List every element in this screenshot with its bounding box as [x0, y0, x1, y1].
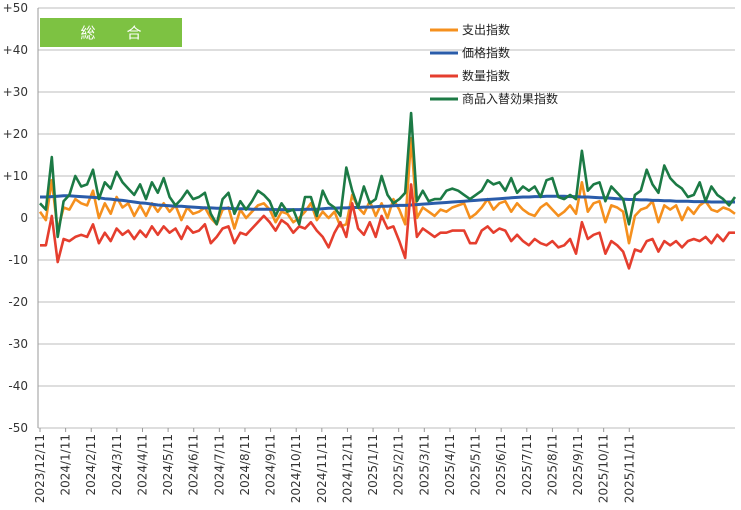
y-tick-label: -30	[8, 337, 28, 351]
y-tick-label: -10	[8, 253, 28, 267]
title-badge: 総 合	[40, 18, 182, 47]
x-tick-label: 2025/3/11	[417, 434, 431, 496]
x-tick-label: 2024/9/11	[264, 434, 278, 496]
x-tick-label: 2024/4/11	[135, 434, 149, 496]
series-line-4	[39, 111, 737, 239]
x-tick-label: 2025/8/11	[545, 434, 559, 496]
x-tick-label: 2025/11/11	[622, 434, 636, 503]
x-tick-label: 2024/10/11	[289, 434, 303, 503]
x-tick-label: 2025/1/11	[366, 434, 380, 496]
x-tick-label: 2024/3/11	[110, 434, 124, 496]
y-tick-label: 0	[20, 211, 28, 225]
y-tick-label: +30	[3, 85, 28, 99]
x-tick-label: 2024/8/11	[238, 434, 252, 496]
x-tick-label: 2025/10/11	[597, 434, 611, 503]
x-tick-label: 2024/2/11	[84, 434, 98, 496]
legend-label: 商品入替効果指数	[462, 91, 558, 106]
y-tick-label: +40	[3, 43, 28, 57]
x-tick-label: 2024/6/11	[187, 434, 201, 496]
y-tick-label: +10	[3, 169, 28, 183]
y-tick-label: -20	[8, 295, 28, 309]
y-axis-ticks: +50 +40 +30 +20 +10 0 -10 -20 -30 -40 -50	[3, 1, 39, 435]
y-tick-label: -40	[8, 379, 28, 393]
x-tick-label: 2024/1/11	[59, 434, 73, 496]
chart-title: 総 合	[80, 24, 149, 42]
title-badge-background	[40, 18, 182, 47]
x-axis: 2023/12/11 2024/1/11 2024/2/11 2024/3/11 202…	[33, 428, 636, 503]
y-tick-label: -50	[8, 421, 28, 435]
x-tick-label: 2024/5/11	[161, 434, 175, 496]
x-tick-label: 2025/4/11	[443, 434, 457, 496]
y-tick-label: +20	[3, 127, 28, 141]
legend-label: 数量指数	[462, 68, 510, 83]
series-line-3	[40, 183, 735, 270]
x-tick-label: 2024/12/11	[340, 434, 354, 503]
series-line-1	[38, 136, 736, 245]
x-tick-label: 2023/12/11	[33, 434, 47, 503]
x-tick-label: 2025/5/11	[469, 434, 483, 496]
x-tick-label: 2025/7/11	[520, 434, 534, 496]
x-tick-label: 2025/6/11	[494, 434, 508, 496]
x-tick-label: 2025/9/11	[571, 434, 585, 496]
series-lines	[38, 111, 737, 270]
y-tick-label: +50	[3, 1, 28, 15]
x-tick-label: 2024/11/11	[315, 434, 329, 503]
legend-label: 価格指数	[462, 45, 510, 60]
series-line-2	[40, 194, 735, 212]
x-tick-label: 2025/2/11	[392, 434, 406, 496]
legend-label: 支出指数	[462, 22, 510, 37]
x-tick-label: 2024/7/11	[212, 434, 226, 496]
